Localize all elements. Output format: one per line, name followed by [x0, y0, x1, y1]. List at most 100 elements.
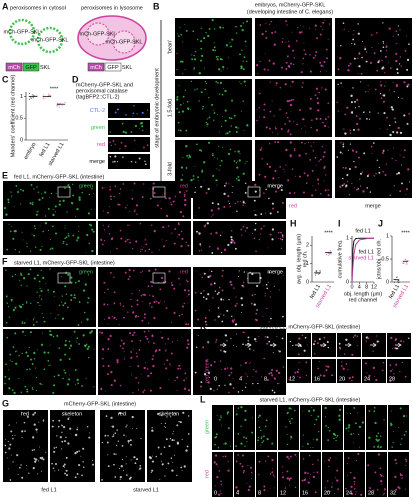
puncta [21, 352, 23, 355]
puncta [235, 126, 237, 129]
puncta [254, 222, 257, 225]
puncta [264, 295, 266, 297]
puncta [329, 490, 331, 492]
puncta [64, 343, 67, 347]
puncta [327, 102, 330, 105]
puncta [298, 154, 301, 157]
micrograph [366, 452, 387, 497]
puncta [336, 434, 339, 437]
puncta [61, 425, 63, 427]
puncta [364, 46, 366, 48]
puncta [168, 445, 171, 448]
label: starved L1, mCherry-GFP-SKL (intestine) [14, 260, 115, 266]
puncta [173, 439, 175, 441]
puncta [315, 87, 319, 90]
puncta [33, 277, 36, 280]
label: red [180, 183, 188, 189]
tick-label: 1 [386, 233, 389, 239]
puncta [223, 350, 226, 353]
puncta [268, 59, 271, 62]
puncta [379, 50, 382, 52]
puncta [401, 97, 403, 100]
puncta [312, 343, 316, 346]
puncta [62, 240, 65, 243]
puncta [116, 161, 119, 163]
puncta [70, 202, 72, 204]
puncta [353, 483, 356, 485]
puncta [5, 363, 7, 366]
puncta [186, 445, 189, 448]
puncta [64, 227, 66, 229]
puncta [15, 362, 18, 365]
puncta [361, 171, 364, 173]
puncta [343, 183, 346, 185]
puncta [130, 305, 133, 308]
micrograph [193, 221, 286, 255]
puncta [203, 37, 206, 40]
puncta [133, 148, 135, 150]
puncta [56, 435, 58, 437]
puncta [353, 128, 356, 131]
puncta [349, 143, 352, 145]
puncta [26, 301, 28, 303]
puncta [347, 426, 350, 429]
label: mCh [8, 65, 20, 71]
puncta [226, 413, 229, 415]
puncta [241, 49, 243, 51]
puncta [312, 447, 314, 449]
puncta [241, 28, 244, 32]
puncta [215, 436, 218, 438]
puncta [356, 345, 358, 347]
puncta [8, 377, 11, 380]
puncta [288, 477, 291, 480]
micrograph [3, 329, 96, 395]
puncta [269, 81, 271, 83]
puncta [207, 371, 211, 374]
puncta [177, 121, 180, 124]
puncta [9, 359, 11, 361]
puncta [212, 214, 214, 216]
puncta [323, 180, 325, 182]
puncta [180, 466, 183, 469]
puncta [171, 439, 174, 442]
puncta [194, 215, 196, 217]
puncta [109, 334, 112, 338]
puncta [260, 227, 263, 230]
puncta [374, 471, 377, 474]
puncta [64, 285, 67, 288]
puncta [270, 371, 273, 375]
puncta [310, 126, 312, 129]
puncta [323, 166, 326, 170]
puncta [314, 94, 317, 97]
puncta [122, 469, 125, 471]
puncta [131, 415, 134, 419]
puncta [7, 198, 10, 201]
puncta [85, 252, 87, 254]
puncta [192, 178, 195, 180]
puncta [286, 455, 289, 459]
puncta [191, 58, 193, 60]
puncta [386, 128, 388, 130]
puncta [140, 373, 142, 375]
puncta [347, 369, 349, 371]
puncta [51, 462, 53, 465]
puncta [12, 461, 14, 463]
puncta [49, 248, 52, 250]
micrograph [344, 405, 365, 450]
puncta [218, 291, 220, 294]
puncta [265, 23, 267, 25]
jitter [59, 102, 61, 104]
puncta [292, 49, 295, 52]
puncta [165, 438, 168, 441]
puncta [259, 148, 262, 151]
puncta [76, 241, 78, 242]
time-label: 0 [214, 376, 217, 382]
puncta [161, 463, 164, 466]
puncta [91, 209, 92, 210]
puncta [87, 274, 90, 276]
puncta [180, 244, 183, 248]
puncta [38, 198, 41, 201]
puncta [346, 180, 349, 183]
puncta [176, 424, 179, 427]
puncta [406, 36, 407, 37]
